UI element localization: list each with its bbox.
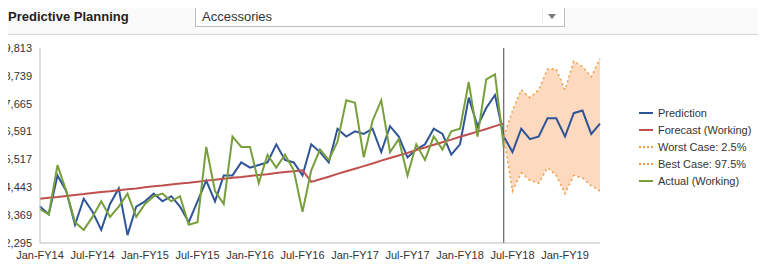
svg-text:7,665: 7,665 <box>8 98 32 110</box>
svg-text:4,443: 4,443 <box>8 181 32 193</box>
svg-text:Jan-FY16: Jan-FY16 <box>226 249 274 261</box>
svg-text:Jul-FY17: Jul-FY17 <box>385 249 429 261</box>
svg-text:Jan-FY15: Jan-FY15 <box>121 249 169 261</box>
svg-text:5,517: 5,517 <box>8 153 32 165</box>
svg-text:Jul-FY16: Jul-FY16 <box>280 249 324 261</box>
svg-text:3,369: 3,369 <box>8 209 32 221</box>
svg-text:Jan-FY14: Jan-FY14 <box>16 249 64 261</box>
html-text:Prediction: Prediction <box>658 106 707 119</box>
svg-text:6,591: 6,591 <box>8 125 32 137</box>
svg-text:Jan-FY18: Jan-FY18 <box>436 249 484 261</box>
svg-text:Jul-FY15: Jul-FY15 <box>175 249 219 261</box>
svg-text:9,813: 9,813 <box>8 42 32 54</box>
svg-text:2,295: 2,295 <box>8 237 32 249</box>
svg-text:Jan-FY19: Jan-FY19 <box>541 249 589 261</box>
html-text:Forecast (Working): Forecast (Working) <box>658 123 752 136</box>
svg-text:8,739: 8,739 <box>8 70 32 82</box>
svg-text:Jul-FY14: Jul-FY14 <box>70 249 114 261</box>
html-text:Accessories: Accessories <box>202 9 273 24</box>
html-text:Predictive Planning: Predictive Planning <box>8 9 129 24</box>
svg-text:Jul-FY18: Jul-FY18 <box>490 249 534 261</box>
html-text:Actual (Working): Actual (Working) <box>658 174 740 187</box>
html-text:Worst Case: 2.5%: Worst Case: 2.5% <box>658 140 747 153</box>
svg-text:Jan-FY17: Jan-FY17 <box>331 249 379 261</box>
html-text:Best Case: 97.5%: Best Case: 97.5% <box>658 157 747 170</box>
